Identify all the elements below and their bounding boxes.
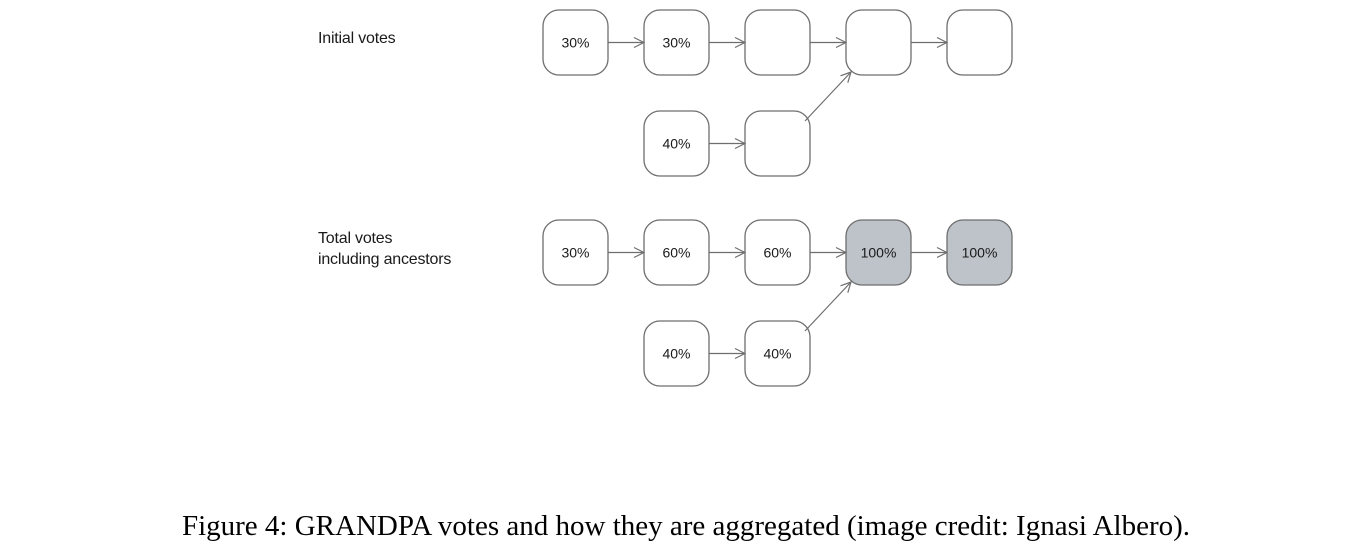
initial-top-node-4 — [845, 9, 912, 76]
initial-votes-label-text: Initial votes — [318, 30, 396, 47]
graph-initial: 30% 30% 40% — [542, 9, 1013, 177]
initial-top-node-3 — [744, 9, 811, 76]
initial-branch-node-1: 40% — [643, 110, 710, 177]
graph-total: 30% 60% 60% 100% 100% 40% 40% — [542, 219, 1013, 387]
initial-top-node-1-value: 30% — [561, 35, 589, 51]
total-top-node-5-value: 100% — [962, 245, 998, 261]
total-top-node-2: 60% — [643, 219, 710, 286]
grandpa-vote-diagram: 30% 30% 40% 30% 60% 60% 100% 100% 40% 40% — [542, 9, 1013, 387]
total-votes-label-line2: including ancestors — [318, 251, 452, 268]
figure-caption: Figure 4: GRANDPA votes and how they are… — [181, 510, 1191, 542]
initial-branch-node-2-box — [744, 110, 811, 177]
total-top-node-4-value: 100% — [861, 245, 897, 261]
initial-top-node-3-box — [744, 9, 811, 76]
total-branch-node-1-value: 40% — [662, 346, 690, 362]
initial-top-node-5 — [946, 9, 1013, 76]
total-top-node-4: 100% — [845, 219, 912, 286]
initial-top-node-1: 30% — [542, 9, 609, 76]
total-branch-node-2: 40% — [744, 320, 811, 387]
total-top-node-3-value: 60% — [763, 245, 791, 261]
initial-votes-label: Initial votes — [318, 28, 396, 49]
initial-branch-node-2 — [744, 110, 811, 177]
total-votes-label-line1: Total votes — [318, 230, 393, 247]
total-top-node-3: 60% — [744, 219, 811, 286]
graphs-layer: 30% 30% 40% 30% 60% 60% 100% 100% 40% 40% — [542, 9, 1013, 387]
initial-merge-arrow — [804, 72, 851, 122]
total-branch-node-2-value: 40% — [763, 346, 791, 362]
initial-top-node-2: 30% — [643, 9, 710, 76]
initial-top-node-4-box — [845, 9, 912, 76]
total-branch-node-1: 40% — [643, 320, 710, 387]
total-votes-label: Total votes including ancestors — [318, 228, 451, 270]
total-top-node-1-value: 30% — [561, 245, 589, 261]
total-top-node-5: 100% — [946, 219, 1013, 286]
total-top-node-2-value: 60% — [662, 245, 690, 261]
initial-top-node-5-box — [946, 9, 1013, 76]
total-top-node-1: 30% — [542, 219, 609, 286]
initial-top-node-2-value: 30% — [662, 35, 690, 51]
initial-branch-node-1-value: 40% — [662, 136, 690, 152]
total-merge-arrow — [804, 282, 851, 332]
